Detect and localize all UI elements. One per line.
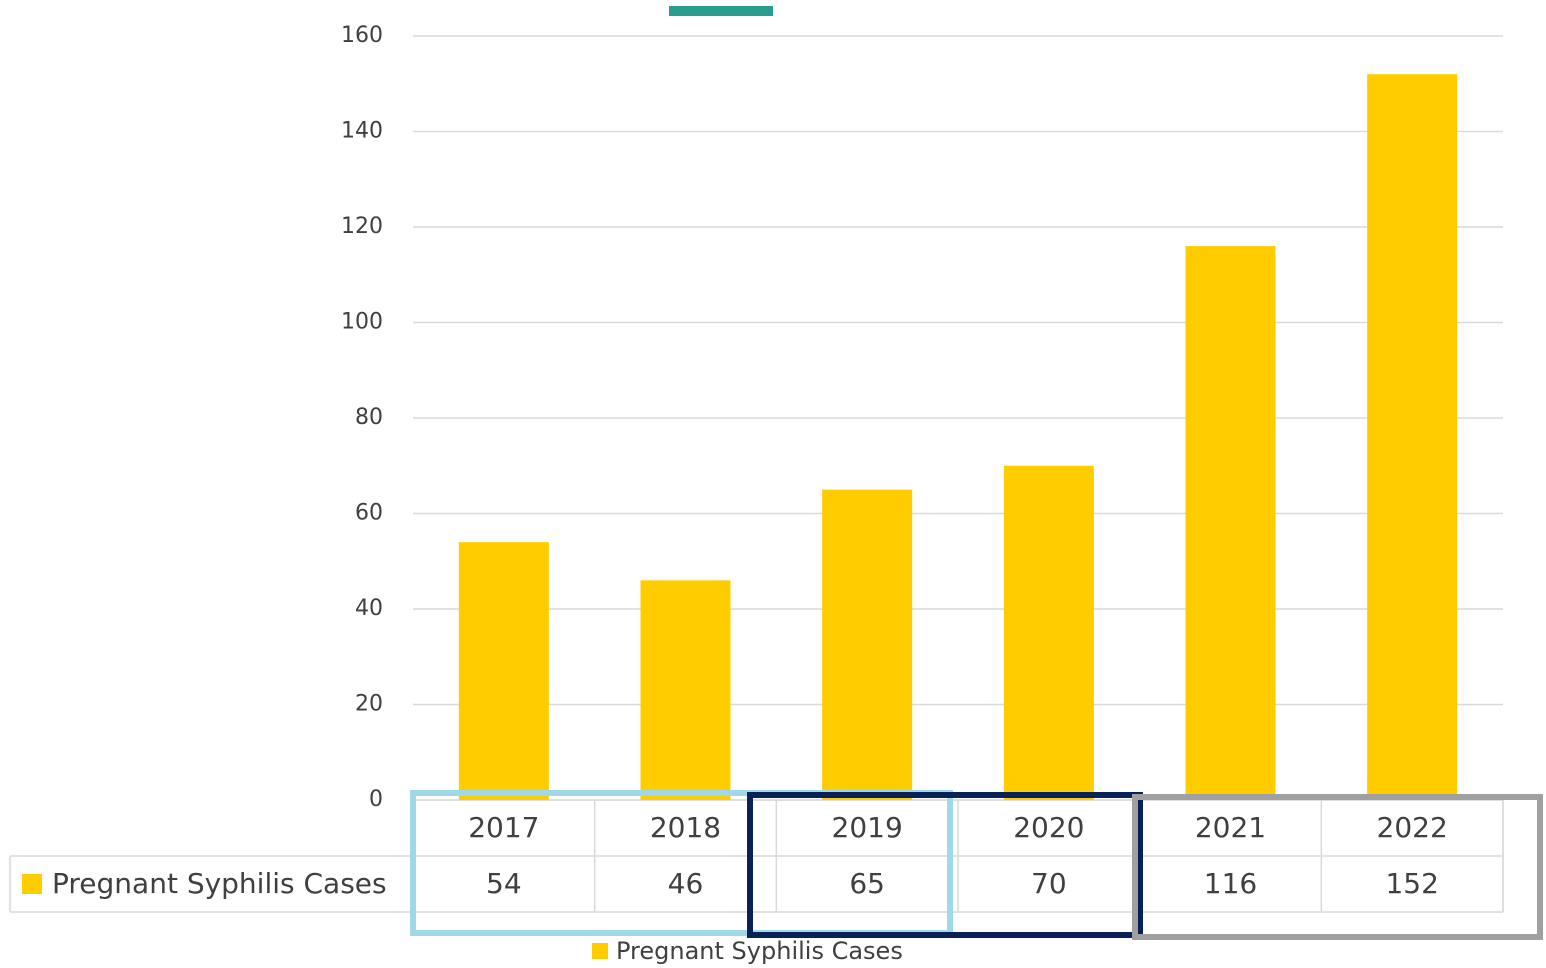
decor-bar	[669, 6, 773, 16]
x-tick-label: 2019	[832, 811, 903, 844]
y-tick-label: 100	[341, 310, 383, 335]
y-tick-label: 120	[341, 214, 383, 239]
y-tick-label: 60	[355, 501, 383, 526]
table-series-name: Pregnant Syphilis Cases	[52, 867, 387, 900]
bar	[822, 489, 913, 800]
legend-key	[592, 943, 608, 959]
table-value: 116	[1204, 867, 1257, 900]
table-value: 54	[486, 867, 522, 900]
highlight-box	[1132, 794, 1543, 940]
table-value: 70	[1031, 867, 1067, 900]
y-tick-label: 80	[355, 405, 383, 430]
highlight-box	[410, 790, 953, 936]
x-tick-label: 2021	[1195, 811, 1266, 844]
table-value: 65	[849, 867, 885, 900]
legend-key	[22, 874, 42, 894]
bar	[1185, 246, 1276, 801]
y-tick-label: 160	[341, 23, 383, 48]
bar	[1003, 465, 1094, 800]
bar	[458, 542, 549, 800]
table-value: 46	[668, 867, 704, 900]
x-tick-label: 2018	[650, 811, 721, 844]
bar	[640, 580, 731, 800]
y-tick-label: 40	[355, 596, 383, 621]
legend-label: Pregnant Syphilis Cases	[616, 937, 903, 965]
x-tick-label: 2020	[1013, 811, 1084, 844]
y-tick-label: 140	[341, 119, 383, 144]
x-tick-label: 2022	[1377, 811, 1448, 844]
y-tick-label: 0	[369, 787, 383, 812]
table-value: 152	[1385, 867, 1438, 900]
x-tick-label: 2017	[468, 811, 539, 844]
highlight-box	[747, 792, 1143, 938]
bar	[1367, 74, 1458, 800]
y-tick-label: 20	[355, 692, 383, 717]
